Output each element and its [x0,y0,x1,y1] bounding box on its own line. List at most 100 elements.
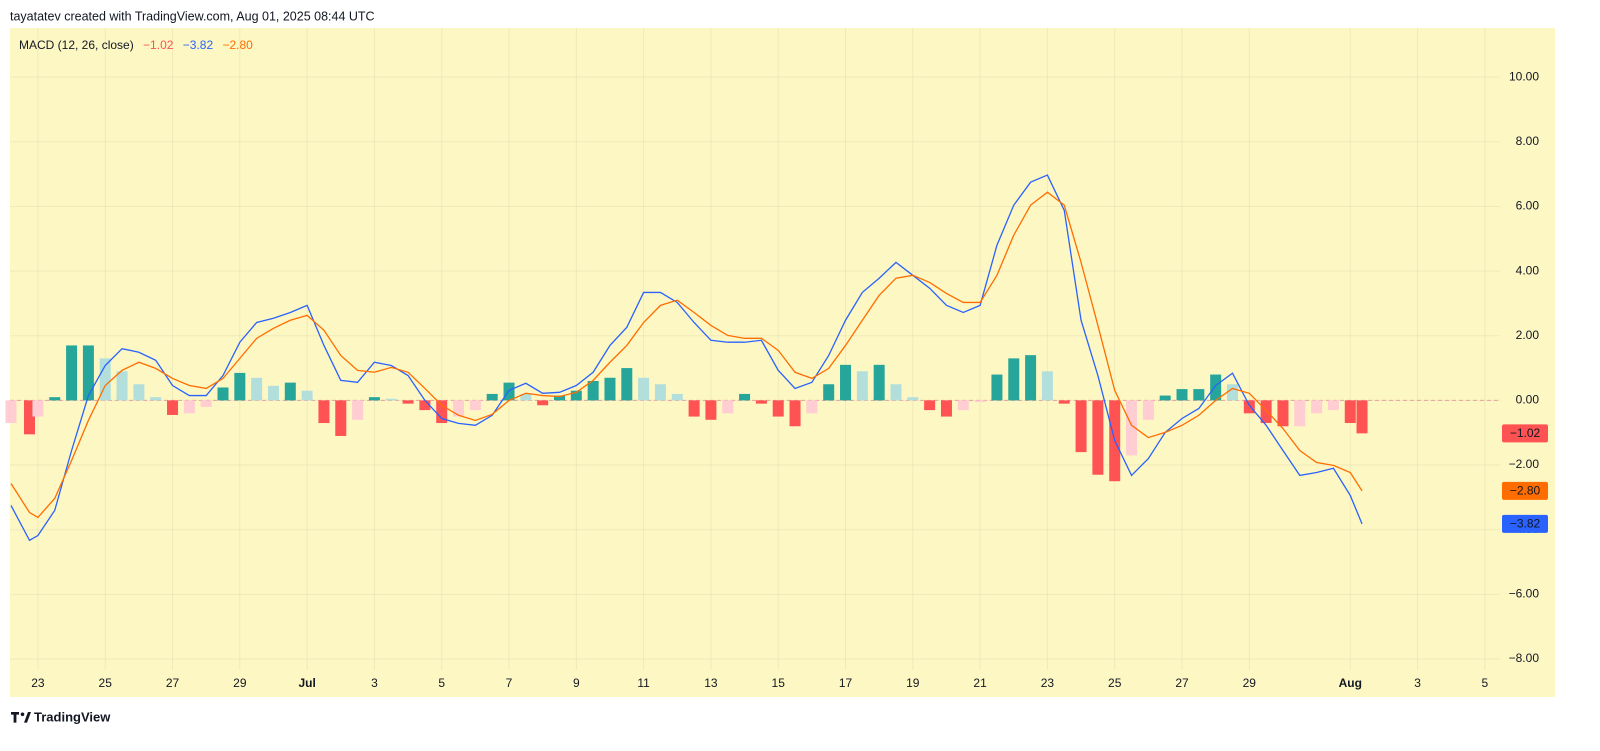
histogram-bar [116,371,128,401]
histogram-bar [32,400,44,417]
histogram-bar [24,400,36,435]
x-tick-label: 3 [371,676,378,690]
histogram-bar [1159,395,1171,401]
histogram-bar [553,395,565,401]
histogram-bar [587,381,599,401]
legend: MACD (12, 26, close) −1.02 −3.82 −2.80 [19,38,253,52]
x-tick-label: 21 [973,676,987,690]
histogram-bar [1142,400,1154,420]
histogram-bar [654,384,666,401]
footer-brand: TradingView [34,709,111,724]
chart-panel [10,28,1555,697]
macd-line [10,191,1363,519]
y-tick-label: −8.00 [1509,651,1540,665]
price-badge-label: −1.02 [1510,426,1541,440]
histogram-bar [924,400,936,411]
histogram-bar [537,400,549,406]
histogram-bar [453,400,465,417]
histogram-bar [823,384,835,401]
histogram-bar [856,371,868,401]
histogram-bar [486,393,498,401]
histogram-bar [671,393,683,401]
histogram-bar [873,364,885,401]
histogram-bar [705,400,717,420]
histogram-bar [1025,355,1037,401]
histogram-bar [1311,400,1323,414]
header: tayatatev created with TradingView.com, … [10,9,375,23]
histogram-bar [755,400,767,404]
histogram-bar [1092,400,1104,475]
histogram-bar [722,400,734,414]
histogram-bar [1075,400,1087,453]
histogram-bar [234,372,246,401]
y-tick-label: 10.00 [1509,69,1539,83]
histogram-bar [974,400,986,403]
histogram-bar [1176,389,1188,401]
price-badge [1502,514,1548,533]
legend-value: −1.02 [143,38,174,52]
y-tick-label: 4.00 [1516,263,1540,277]
histogram-bar [49,397,61,401]
legend-title: MACD (12, 26, close) [19,38,134,52]
legend-value: −3.82 [183,38,214,52]
histogram-bar [1243,400,1255,414]
histogram-bar [1210,374,1222,401]
y-tick-label: 8.00 [1516,134,1540,148]
histogram-bar [217,387,229,401]
histogram-bar [1126,400,1138,456]
histogram-bar [688,400,700,417]
histogram-bar [318,400,330,424]
x-tick-label: Aug [1339,676,1362,690]
histogram-bar [183,400,195,414]
histogram-bar [1226,384,1238,401]
histogram-bar [907,397,919,401]
histogram-bar [570,390,582,401]
histogram-bar [1041,371,1053,401]
price-badge-label: −3.82 [1510,517,1541,531]
histogram-bar [1193,389,1205,401]
histogram-bar [402,400,414,404]
price-badge [1502,481,1548,500]
x-tick-label: 25 [99,676,113,690]
histogram-bar [621,368,633,401]
histogram-bar [200,400,212,407]
histogram-bar [150,397,162,401]
y-tick-label: 6.00 [1516,199,1540,213]
histogram-bar [1277,400,1289,427]
histogram-bar [82,345,94,401]
price-badge [1502,424,1548,443]
histogram-bar [352,400,364,420]
x-tick-label: 11 [637,676,650,690]
histogram-bar [789,400,801,427]
histogram-bar [840,364,852,401]
histogram-bar [469,400,481,411]
x-tick-label: 19 [906,676,920,690]
histogram-bar [368,397,380,401]
x-tick-label: 23 [1041,676,1055,690]
histogram-bar [1356,400,1368,434]
y-tick-label: 0.00 [1516,393,1540,407]
histogram-bar [251,377,263,401]
histogram-bar [1294,400,1306,427]
x-tick-label: 7 [506,676,513,690]
histogram-bar [133,384,145,401]
histogram-bar [1008,358,1020,401]
plot [5,174,1368,542]
histogram-bar [335,400,347,436]
histogram-bar [66,345,78,401]
histogram-bar [890,384,902,401]
x-tick-label: 3 [1414,676,1421,690]
x-tick-label: 29 [1243,676,1257,690]
x-tick-label: 27 [166,676,180,690]
histogram-bar [739,393,751,401]
histogram-bar [772,400,784,417]
axes: 10.008.006.004.002.000.00−2.00−4.00−6.00… [31,69,1548,690]
histogram-bar [385,398,397,401]
y-tick-label: −2.00 [1509,457,1540,471]
footer-logo [11,712,31,723]
histogram-bar [5,400,17,424]
histogram-bar [301,390,313,401]
x-tick-label: Jul [298,676,315,690]
histogram-bar [419,400,431,411]
